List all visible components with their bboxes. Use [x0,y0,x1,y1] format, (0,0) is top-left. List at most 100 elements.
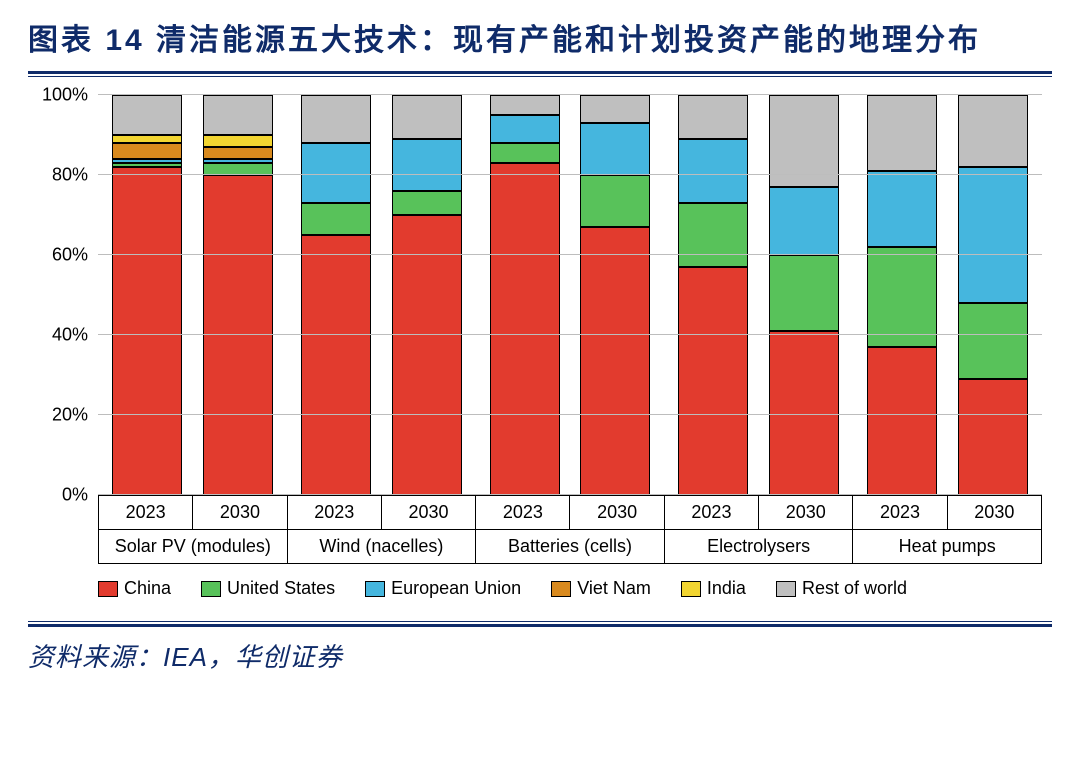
gridline [98,94,1042,95]
footer-rule-thick [28,624,1052,627]
legend-swatch [681,581,701,597]
stacked-bar [301,95,371,495]
x-year-cell: 20232030 [288,496,477,530]
bar-groups [98,95,1042,495]
bar-segment-eu [867,171,937,247]
y-tick-label: 60% [28,245,88,266]
bar-segment-china [580,227,650,495]
gridline [98,414,1042,415]
legend-label: Rest of world [802,578,907,599]
x-year-label: 2030 [758,496,852,530]
legend-item: European Union [365,578,521,599]
bar-segment-in [112,135,182,143]
x-category-label: Batteries (cells) [476,530,665,564]
bar-segment-row [867,95,937,171]
x-year-label: 2023 [99,496,192,530]
x-year-label: 2030 [947,496,1041,530]
x-axis-year-row: 2023203020232030202320302023203020232030 [98,496,1042,530]
stacked-bar [867,95,937,495]
legend-item: China [98,578,171,599]
bar-segment-row [490,95,560,115]
bar-segment-eu [769,187,839,255]
bar-segment-us [392,191,462,215]
x-year-cell: 20232030 [853,496,1042,530]
x-axis: 2023203020232030202320302023203020232030… [98,496,1042,564]
source-label: 资料来源：IEA，华创证券 [28,637,1052,674]
bar-group [853,95,1042,495]
legend-label: China [124,578,171,599]
legend-label: India [707,578,746,599]
legend-label: Viet Nam [577,578,651,599]
x-year-label: 2023 [853,496,946,530]
gridline [98,334,1042,335]
gridline [98,174,1042,175]
legend-swatch [776,581,796,597]
x-category-label: Heat pumps [853,530,1042,564]
x-year-label: 2023 [476,496,569,530]
bar-segment-us [301,203,371,235]
stacked-bar [958,95,1028,495]
bar-group [98,95,287,495]
x-year-label: 2030 [381,496,475,530]
bar-segment-china [392,215,462,495]
bar-segment-eu [392,139,462,191]
bar-segment-row [301,95,371,143]
footer-rule-thin [28,621,1052,622]
stacked-bar [580,95,650,495]
legend: China United States European Union Viet Nam… [98,578,1052,599]
bar-segment-us [580,175,650,227]
bar-segment-us [678,203,748,267]
bar-segment-row [203,95,273,135]
gridline [98,254,1042,255]
bar-segment-eu [678,139,748,203]
bar-segment-china [958,379,1028,495]
x-year-label: 2023 [288,496,381,530]
bar-segment-row [958,95,1028,167]
y-tick-label: 0% [28,485,88,506]
bar-segment-row [678,95,748,139]
bar-group [476,95,665,495]
bar-segment-eu [490,115,560,143]
stacked-bar [203,95,273,495]
x-year-label: 2030 [192,496,286,530]
bar-segment-china [490,163,560,495]
bar-group [664,95,853,495]
bar-segment-vn [203,147,273,159]
title-rule-thick [28,71,1052,74]
bar-segment-china [867,347,937,495]
legend-item: India [681,578,746,599]
bar-segment-china [301,235,371,495]
bar-segment-eu [301,143,371,203]
bar-segment-china [203,175,273,495]
bar-segment-eu [958,167,1028,303]
y-tick-label: 40% [28,325,88,346]
stacked-bar [112,95,182,495]
bar-segment-row [392,95,462,139]
bar-segment-row [580,95,650,123]
bar-segment-china [678,267,748,495]
figure-title: 图表 14 清洁能源五大技术：现有产能和计划投资产能的地理分布 [28,18,1052,63]
bar-segment-eu [580,123,650,175]
bar-segment-vn [112,143,182,159]
bar-group [287,95,476,495]
stacked-bar-chart: 0%20%40%60%80%100% 202320302023203020232… [28,95,1052,599]
title-rule-thin [28,76,1052,77]
bar-segment-in [203,135,273,147]
legend-swatch [201,581,221,597]
plot-area: 0%20%40%60%80%100% [98,95,1042,496]
bar-segment-us [867,247,937,347]
x-category-label: Solar PV (modules) [98,530,288,564]
legend-swatch [365,581,385,597]
bar-segment-china [112,167,182,495]
bar-segment-us [958,303,1028,379]
stacked-bar [678,95,748,495]
gridline [98,494,1042,495]
legend-item: Rest of world [776,578,907,599]
bar-segment-row [112,95,182,135]
stacked-bar [769,95,839,495]
bar-segment-us [490,143,560,163]
y-tick-label: 80% [28,165,88,186]
legend-item: United States [201,578,335,599]
x-year-label: 2023 [665,496,758,530]
bar-segment-us [769,255,839,331]
